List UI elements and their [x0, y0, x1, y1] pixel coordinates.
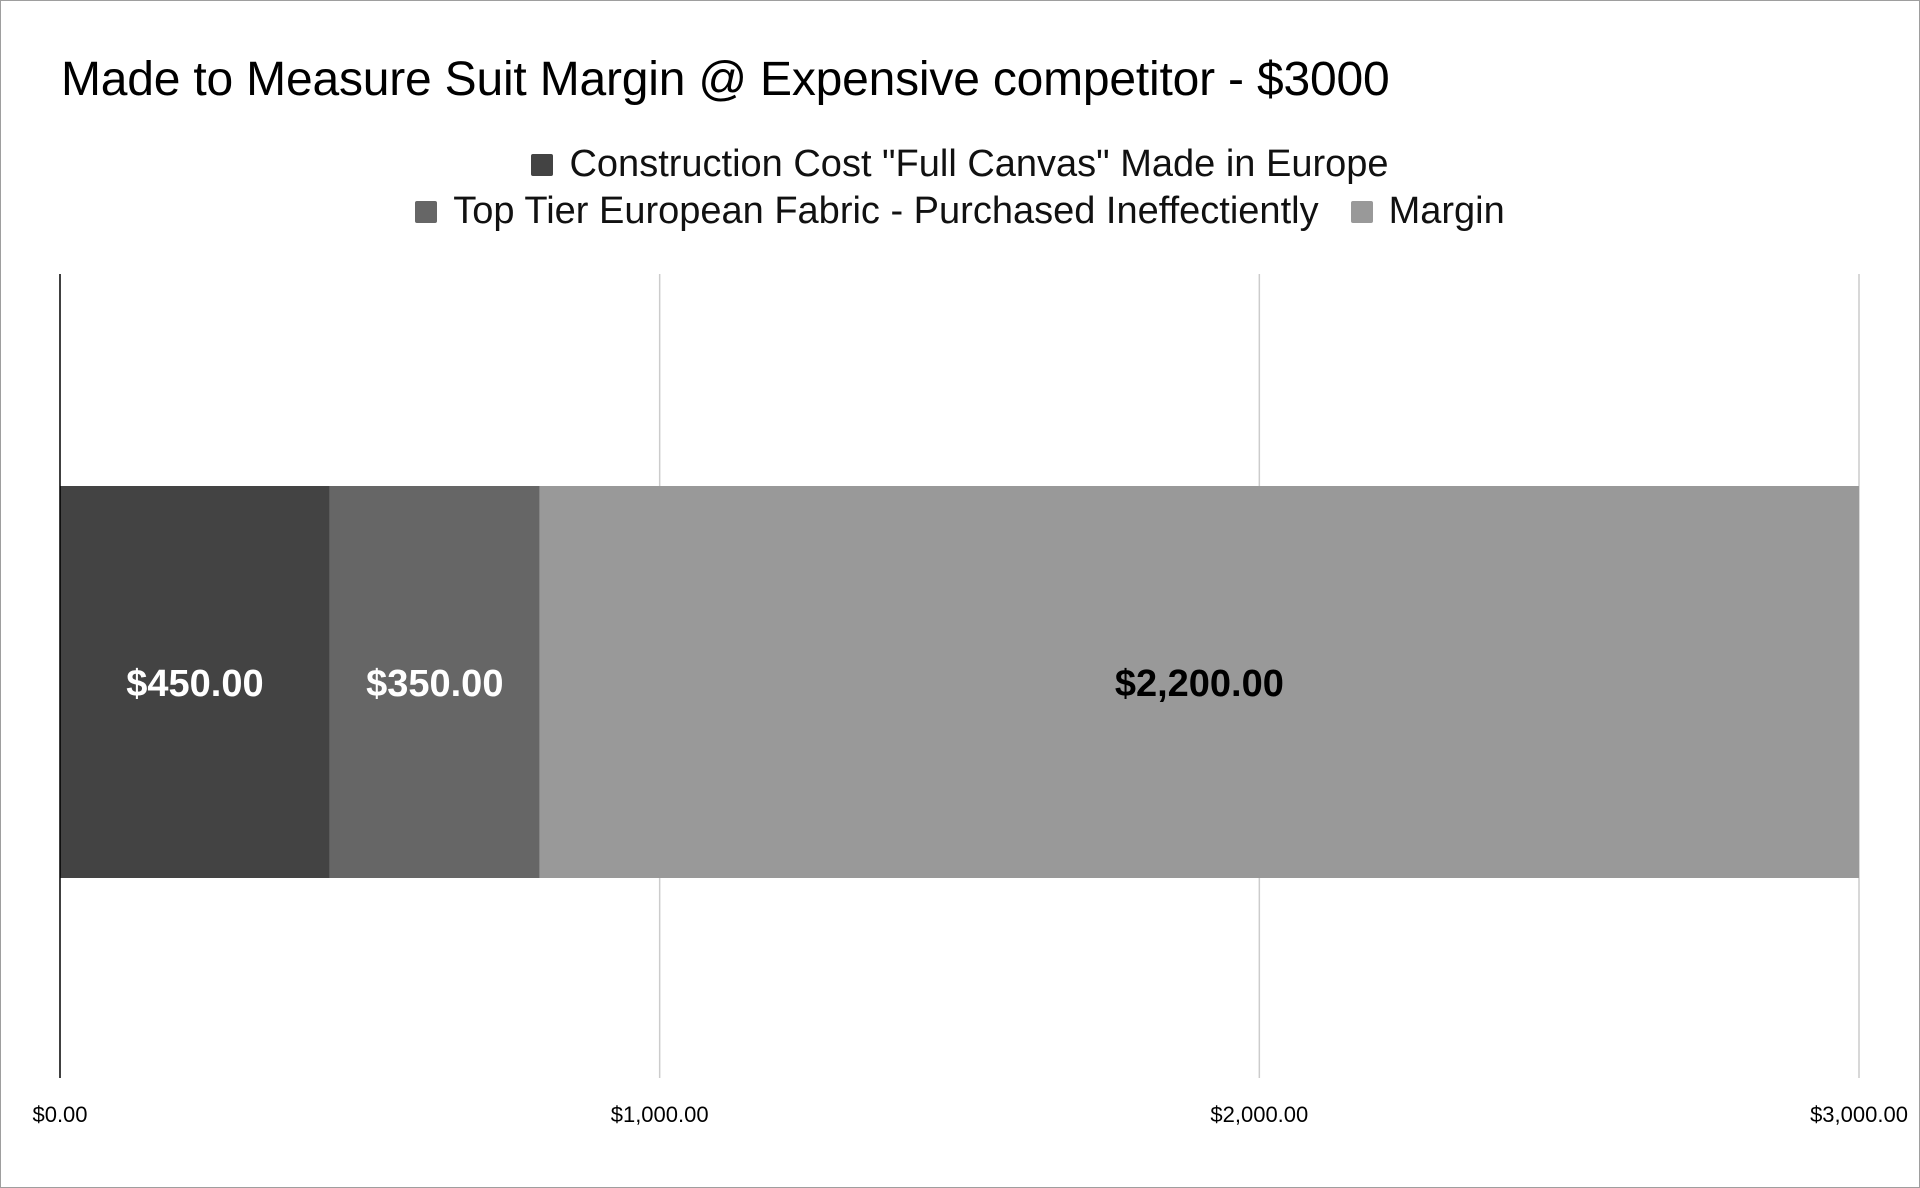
- legend-item-margin[interactable]: Margin: [1350, 190, 1505, 233]
- x-tick-label: $3,000.00: [1810, 1102, 1908, 1127]
- legend-item-fabric[interactable]: Top Tier European Fabric - Purchased Ine…: [415, 190, 1319, 233]
- x-tick-label: $2,000.00: [1210, 1102, 1308, 1127]
- bar-segment[interactable]: [60, 486, 330, 878]
- legend-item-construction[interactable]: Construction Cost "Full Canvas" Made in …: [531, 143, 1389, 186]
- bar-segment[interactable]: [329, 486, 540, 878]
- x-tick-labels: $0.00 $1,000.00 $2,000.00 $3,000.00: [32, 1102, 1907, 1127]
- legend-label-margin: Margin: [1388, 190, 1505, 232]
- legend-row-2: Top Tier European Fabric - Purchased Ine…: [0, 190, 1920, 233]
- data-label: $350.00: [366, 663, 503, 705]
- x-tick-label: $0.00: [32, 1102, 87, 1127]
- x-tick-label: $1,000.00: [611, 1102, 709, 1127]
- legend-swatch-construction: [531, 153, 554, 176]
- bar-segments: [60, 486, 1859, 878]
- legend-swatch-margin: [1350, 200, 1373, 223]
- data-label: $450.00: [126, 663, 263, 705]
- legend-swatch-fabric: [415, 200, 438, 223]
- data-label: $2,200.00: [1115, 663, 1284, 705]
- legend-row-1: Construction Cost "Full Canvas" Made in …: [0, 143, 1920, 186]
- data-labels: $450.00 $350.00 $2,200.00: [126, 663, 1284, 705]
- legend-label-construction: Construction Cost "Full Canvas" Made in …: [569, 143, 1389, 185]
- bar-segment[interactable]: [539, 486, 1859, 878]
- chart-title: Made to Measure Suit Margin @ Expensive …: [61, 53, 1390, 106]
- legend-label-fabric: Top Tier European Fabric - Purchased Ine…: [453, 190, 1319, 232]
